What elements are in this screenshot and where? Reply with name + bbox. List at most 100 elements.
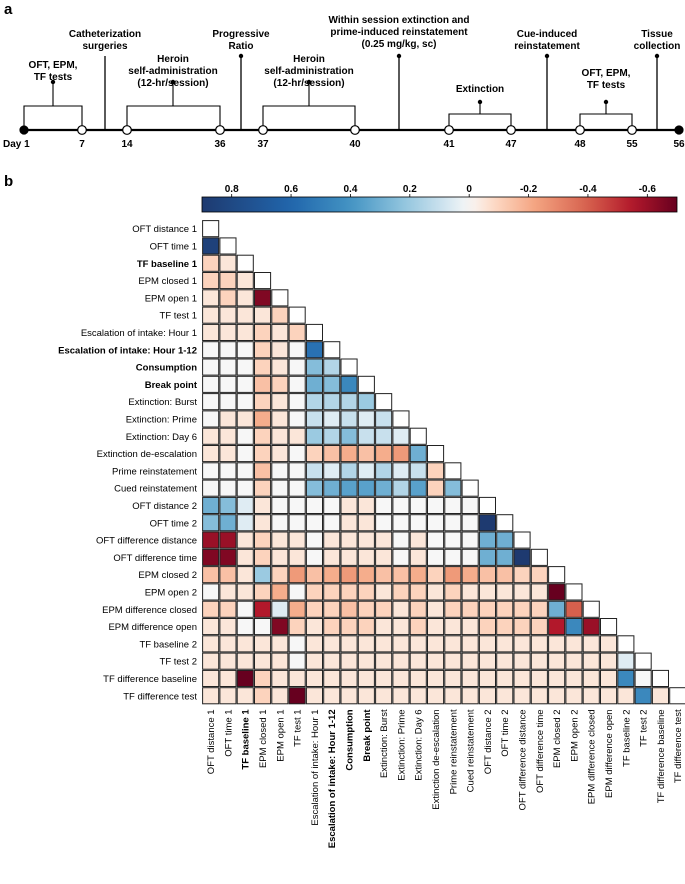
timeline-stem-dot-1 bbox=[50, 79, 56, 85]
diagonal-cell bbox=[236, 254, 254, 272]
heatmap-cell bbox=[565, 600, 583, 618]
timeline-marker-7 bbox=[444, 125, 454, 135]
heatmap-cell bbox=[323, 583, 341, 601]
heatmap-cell bbox=[409, 445, 427, 463]
heatmap-cell bbox=[513, 583, 531, 601]
heatmap-cell bbox=[392, 635, 410, 653]
heatmap-cell bbox=[305, 652, 323, 670]
heatmap-cell bbox=[202, 323, 220, 341]
heatmap-cell bbox=[392, 479, 410, 497]
heatmap-cell bbox=[219, 618, 237, 636]
timeline-stem-dot-4 bbox=[477, 99, 483, 105]
diagonal-cell bbox=[254, 272, 272, 290]
diagonal-cell bbox=[392, 410, 410, 428]
row-label: Extinction: Burst bbox=[128, 397, 197, 408]
heatmap-cell bbox=[427, 531, 445, 549]
heatmap-cell bbox=[305, 687, 323, 705]
row-label: OFT difference time bbox=[113, 553, 197, 564]
row-label: EPM open 2 bbox=[145, 587, 197, 598]
heatmap-cell bbox=[236, 566, 254, 584]
diagonal-cell bbox=[427, 445, 445, 463]
heatmap-cell bbox=[409, 583, 427, 601]
heatmap-cell bbox=[254, 427, 272, 445]
heatmap-cell bbox=[323, 600, 341, 618]
panel-label-b: b bbox=[4, 173, 13, 190]
heatmap-cell bbox=[427, 652, 445, 670]
heatmap-cell bbox=[513, 652, 531, 670]
heatmap-cell bbox=[202, 427, 220, 445]
heatmap-cell bbox=[305, 462, 323, 480]
colorbar-tick-label: 0.6 bbox=[284, 184, 298, 195]
heatmap-cell bbox=[254, 410, 272, 428]
heatmap-cell bbox=[305, 479, 323, 497]
heatmap-cell bbox=[427, 496, 445, 514]
timeline-event-label: Heroin self-administration (12-hr/session) bbox=[128, 54, 217, 89]
heatmap-cell bbox=[375, 652, 393, 670]
heatmap-cell bbox=[582, 652, 600, 670]
heatmap-cell bbox=[375, 445, 393, 463]
heatmap-cell bbox=[219, 427, 237, 445]
timeline-marker-10 bbox=[627, 125, 637, 135]
column-label: Extinction de-escalation bbox=[431, 709, 442, 809]
heatmap-cell bbox=[375, 583, 393, 601]
heatmap-cell bbox=[478, 600, 496, 618]
colorbar: 0.8 0.6 0.4 0.2 0 -0.2 -0.4 -0.6 bbox=[201, 184, 678, 213]
heatmap-cell bbox=[202, 583, 220, 601]
heatmap-cell bbox=[444, 669, 462, 688]
heatmap-cell bbox=[496, 618, 514, 636]
diagonal-cell bbox=[202, 220, 220, 238]
heatmap-cell bbox=[288, 548, 306, 566]
heatmap-cell bbox=[357, 393, 375, 411]
column-label: TF difference test bbox=[673, 709, 684, 783]
heatmap-cell bbox=[478, 548, 496, 566]
heatmap-cell bbox=[444, 618, 462, 636]
heatmap-cell bbox=[305, 600, 323, 618]
heatmap-cell bbox=[323, 445, 341, 463]
heatmap-cell bbox=[271, 496, 289, 514]
heatmap-cell bbox=[305, 531, 323, 549]
row-label: Extinction: Day 6 bbox=[126, 432, 197, 443]
heatmap-cell bbox=[582, 635, 600, 653]
heatmap-cell bbox=[254, 635, 272, 653]
heatmap-cell bbox=[444, 531, 462, 549]
heatmap-cell bbox=[634, 669, 652, 688]
heatmap-cell bbox=[219, 393, 237, 411]
colorbar-tick-label: -0.4 bbox=[579, 184, 597, 195]
heatmap-cell bbox=[600, 635, 618, 653]
heatmap-cell bbox=[496, 583, 514, 601]
column-label: TF baseline 2 bbox=[621, 709, 632, 767]
heatmap-cell bbox=[340, 531, 358, 549]
heatmap-cell bbox=[496, 600, 514, 618]
heatmap-cell bbox=[271, 652, 289, 670]
heatmap-cell bbox=[340, 600, 358, 618]
heatmap-cell bbox=[236, 323, 254, 341]
heatmap-cell bbox=[357, 669, 375, 688]
column-label: EPM closed 1 bbox=[258, 709, 269, 768]
timeline-day-label: 40 bbox=[349, 139, 361, 150]
heatmap-cell bbox=[392, 566, 410, 584]
heatmap-cell bbox=[202, 687, 220, 705]
heatmap-cell bbox=[202, 341, 220, 359]
heatmap-cell bbox=[409, 479, 427, 497]
diagonal-cell bbox=[530, 548, 548, 566]
heatmap-cell bbox=[392, 583, 410, 601]
heatmap-cell bbox=[357, 618, 375, 636]
diagonal-cell bbox=[375, 393, 393, 411]
heatmap-cell bbox=[444, 514, 462, 532]
heatmap-cell bbox=[236, 531, 254, 549]
heatmap-cell bbox=[236, 375, 254, 393]
colorbar-tick-label: 0.8 bbox=[225, 184, 239, 195]
column-label: Break point bbox=[362, 709, 373, 762]
heatmap-cell bbox=[236, 289, 254, 307]
heatmap-cell bbox=[496, 669, 514, 688]
diagonal-cell bbox=[496, 514, 514, 532]
diagonal-cell bbox=[444, 462, 462, 480]
heatmap-cell bbox=[392, 496, 410, 514]
heatmap-cell bbox=[444, 652, 462, 670]
heatmap-cell bbox=[340, 566, 358, 584]
heatmap-cell bbox=[219, 635, 237, 653]
heatmap-cell bbox=[427, 600, 445, 618]
column-label: OFT distance 2 bbox=[483, 709, 494, 774]
heatmap-cell bbox=[357, 531, 375, 549]
diagonal-cell bbox=[617, 635, 635, 653]
